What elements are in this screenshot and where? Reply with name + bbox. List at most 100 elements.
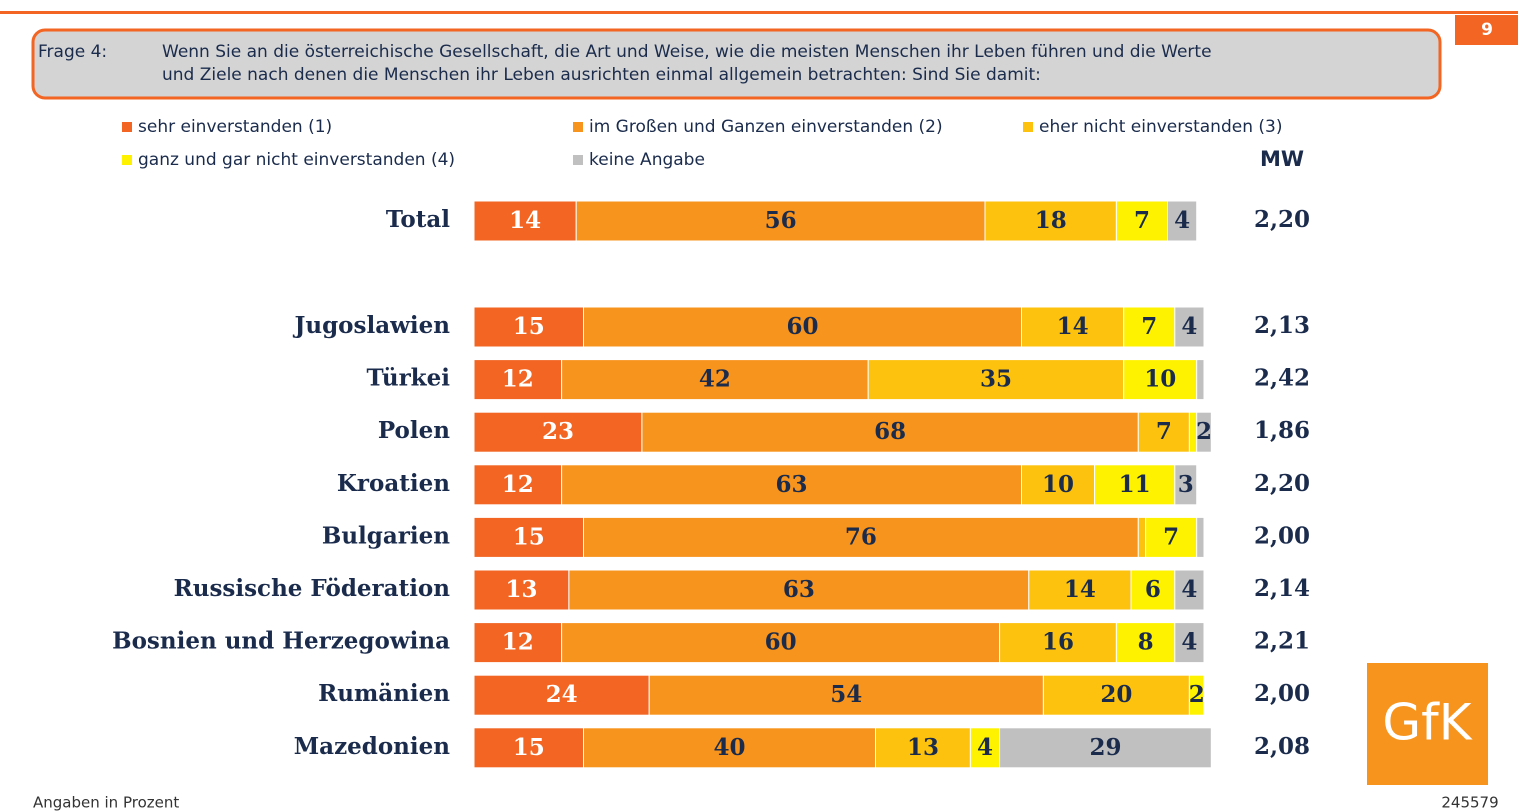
- mw-value: 2,42: [1254, 365, 1310, 392]
- value-label: 20: [1100, 681, 1132, 708]
- page-number: 9: [1481, 20, 1493, 40]
- bar-segment: [1021, 306, 1125, 348]
- bar-segment: [473, 516, 584, 558]
- value-label: 4: [977, 734, 993, 761]
- category-label: Mazedonien: [294, 733, 451, 760]
- bar-segment: [561, 359, 869, 401]
- legend-label: ganz und gar nicht einverstanden (4): [138, 150, 455, 170]
- bar-segment: [648, 674, 1044, 716]
- bar-segment: [1130, 569, 1176, 611]
- bar-segment: [1123, 306, 1176, 348]
- value-label: 63: [776, 471, 808, 498]
- bar-segment: [473, 622, 563, 664]
- bar-segment: [1174, 464, 1198, 506]
- mw-value: 2,20: [1254, 206, 1310, 233]
- mw-value: 2,20: [1254, 470, 1310, 497]
- category-label: Bosnien und Herzegowina: [112, 628, 450, 655]
- category-label: Polen: [378, 417, 450, 444]
- bar-segment: [473, 306, 584, 348]
- value-label: 14: [1064, 576, 1096, 603]
- logo-box: [1367, 663, 1488, 785]
- bar-segment: [568, 569, 1030, 611]
- category-label: Jugoslawien: [292, 312, 450, 339]
- bar-segment: [1137, 516, 1147, 558]
- question-text: und Ziele nach denen die Menschen ihr Le…: [162, 65, 1041, 85]
- page-badge: [1455, 15, 1518, 45]
- value-label: 3: [1178, 471, 1194, 498]
- value-label: 12: [502, 629, 534, 656]
- bar-segment: [583, 306, 1022, 348]
- bar-segment: [999, 727, 1212, 769]
- value-label: 7: [1134, 207, 1150, 234]
- category-label: Türkei: [367, 365, 451, 392]
- footer-code: 245579: [1441, 794, 1498, 811]
- legend-label: eher nicht einverstanden (3): [1039, 117, 1282, 137]
- mw-value: 2,00: [1254, 522, 1310, 549]
- value-label: 15: [513, 734, 545, 761]
- value-label: 14: [1057, 313, 1089, 340]
- bar-segment: [1137, 411, 1190, 453]
- value-label: 4: [1181, 576, 1197, 603]
- bar-segment: [1174, 306, 1205, 348]
- category-label: Total: [386, 206, 450, 233]
- value-label: 56: [765, 207, 797, 234]
- legend-label: im Großen und Ganzen einverstanden (2): [589, 117, 943, 137]
- value-label: 16: [1042, 629, 1074, 656]
- bar-segment: [583, 516, 1139, 558]
- bar-segment: [1174, 622, 1205, 664]
- value-label: 15: [513, 523, 545, 550]
- bar-segment: [1028, 569, 1132, 611]
- bar-segment: [1123, 359, 1198, 401]
- value-label: 63: [783, 576, 815, 603]
- bar-segment: [969, 727, 1001, 769]
- value-label: 18: [1035, 207, 1067, 234]
- legend-swatch: [122, 155, 132, 165]
- category-label: Russische Föderation: [174, 575, 451, 602]
- value-label: 4: [1181, 629, 1197, 656]
- value-label: 11: [1119, 471, 1151, 498]
- value-label: 12: [502, 471, 534, 498]
- value-label: 4: [1174, 207, 1190, 234]
- value-label: 68: [874, 418, 906, 445]
- legend-label: keine Angabe: [589, 150, 705, 170]
- category-label: Kroatien: [337, 470, 450, 497]
- bar-segment: [1167, 200, 1198, 242]
- value-label: 2: [1196, 418, 1212, 445]
- value-label: 10: [1144, 366, 1176, 393]
- value-label: 13: [907, 734, 939, 761]
- bar-segment: [1196, 359, 1205, 401]
- legend-swatch: [573, 122, 583, 132]
- value-label: 2: [1189, 681, 1205, 708]
- legend-swatch: [573, 155, 583, 165]
- bar-segment: [473, 569, 570, 611]
- question-label: Frage 4:: [38, 42, 107, 62]
- bar-segment: [473, 200, 577, 242]
- mw-header: MW: [1260, 147, 1304, 171]
- bar-segment: [1196, 411, 1212, 453]
- value-label: 6: [1145, 576, 1161, 603]
- value-label: 40: [713, 734, 745, 761]
- bar-segment: [1196, 516, 1205, 558]
- value-label: 54: [830, 681, 862, 708]
- category-label: Bulgarien: [322, 522, 450, 549]
- footer-note: Angaben in Prozent: [33, 794, 179, 811]
- question-box: [31, 28, 1442, 100]
- value-label: 35: [980, 366, 1012, 393]
- question-text: Wenn Sie an die österreichische Gesellsc…: [162, 42, 1212, 62]
- value-label: 23: [542, 418, 574, 445]
- mw-value: 2,14: [1254, 575, 1310, 602]
- bar-segment: [473, 359, 563, 401]
- value-label: 60: [765, 629, 797, 656]
- bar-segment: [875, 727, 971, 769]
- bar-segment: [1174, 569, 1205, 611]
- value-label: 76: [845, 523, 877, 550]
- value-label: 14: [509, 207, 541, 234]
- top-rule: [0, 11, 1518, 14]
- legend-swatch: [1023, 122, 1033, 132]
- value-label: 7: [1163, 523, 1179, 550]
- value-label: 24: [546, 681, 578, 708]
- value-label: 42: [699, 366, 731, 393]
- mw-value: 2,00: [1254, 680, 1310, 707]
- logo: GfK: [1382, 694, 1472, 752]
